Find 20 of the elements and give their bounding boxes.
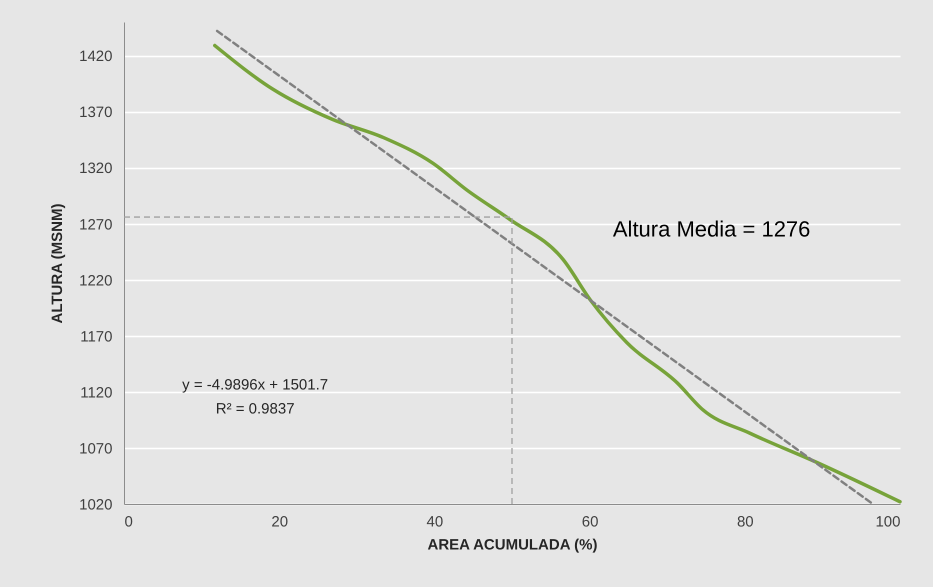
y-tick-label: 1020: [79, 496, 112, 514]
y-tick-label: 1220: [79, 272, 112, 290]
x-axis-title: AREA ACUMULADA (%): [428, 536, 598, 554]
y-tick-label: 1120: [80, 384, 112, 402]
y-tick-label: 1370: [79, 104, 112, 122]
x-tick-label: 100: [875, 514, 900, 530]
annotation: R² = 0.9837: [216, 400, 295, 418]
x-tick-label: 0: [124, 514, 133, 530]
y-tick-label: 1070: [79, 440, 112, 458]
x-tick-label: 60: [582, 514, 598, 530]
y-tick-label: 1320: [79, 160, 112, 178]
y-tick-label: 1270: [79, 216, 112, 234]
x-tick-label: 20: [271, 514, 288, 530]
annotation: Altura Media = 1276: [612, 216, 810, 242]
y-tick-label: 1420: [79, 48, 112, 66]
x-tick-label: 80: [736, 514, 754, 530]
y-tick-label: 1170: [80, 328, 112, 346]
annotation: y = -4.9896x + 1501.7: [182, 376, 328, 394]
x-tick-label: 40: [426, 514, 444, 530]
y-axis-title: ALTURA (MSNM): [49, 204, 66, 324]
